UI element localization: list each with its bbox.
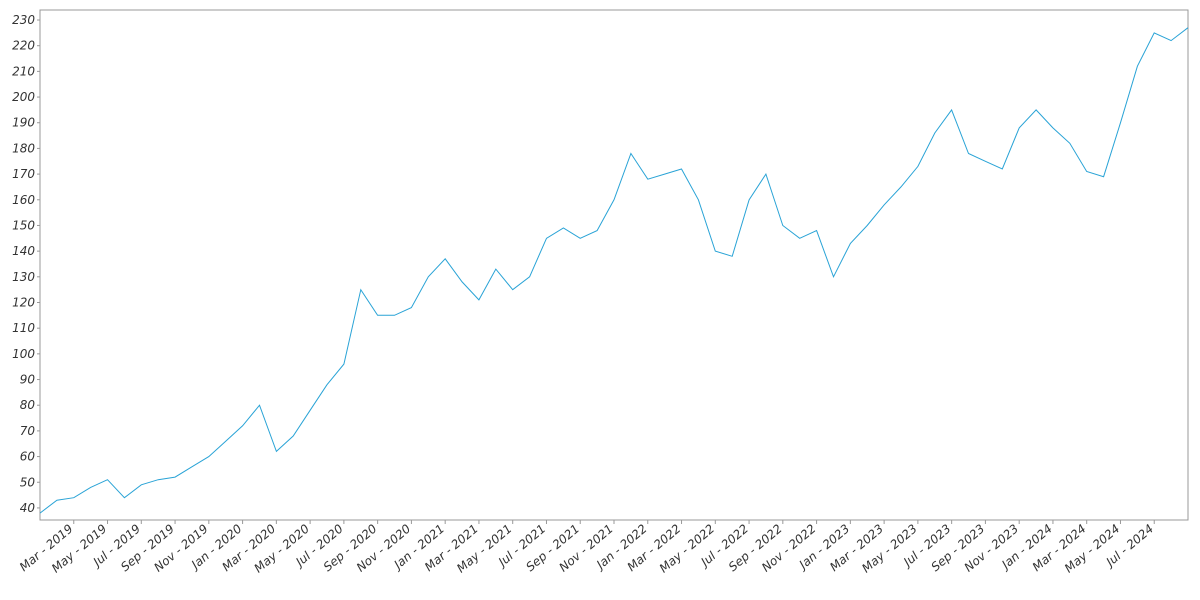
y-tick-label: 210 — [12, 64, 35, 78]
y-tick-label: 190 — [12, 116, 35, 130]
y-tick-label: 60 — [20, 450, 36, 464]
y-tick-label: 180 — [12, 141, 35, 155]
y-tick-label: 220 — [12, 39, 35, 53]
line-series — [39, 27, 1189, 514]
y-tick-label: 80 — [20, 398, 36, 412]
y-tick-label: 120 — [12, 295, 35, 309]
y-tick-label: 90 — [20, 373, 36, 387]
y-tick-label: 130 — [12, 270, 35, 284]
y-tick-label: 160 — [12, 193, 35, 207]
y-tick-label: 230 — [12, 13, 35, 27]
y-tick-label: 100 — [12, 347, 35, 361]
y-tick-label: 150 — [12, 218, 35, 232]
y-tick-label: 110 — [12, 321, 35, 335]
y-tick-label: 170 — [12, 167, 35, 181]
y-tick-label: 200 — [12, 90, 35, 104]
y-tick-label: 140 — [12, 244, 35, 258]
plot-frame — [39, 9, 1189, 521]
y-tick-label: 40 — [20, 501, 36, 515]
y-tick-label: 70 — [20, 424, 36, 438]
y-tick-label: 50 — [20, 475, 36, 489]
